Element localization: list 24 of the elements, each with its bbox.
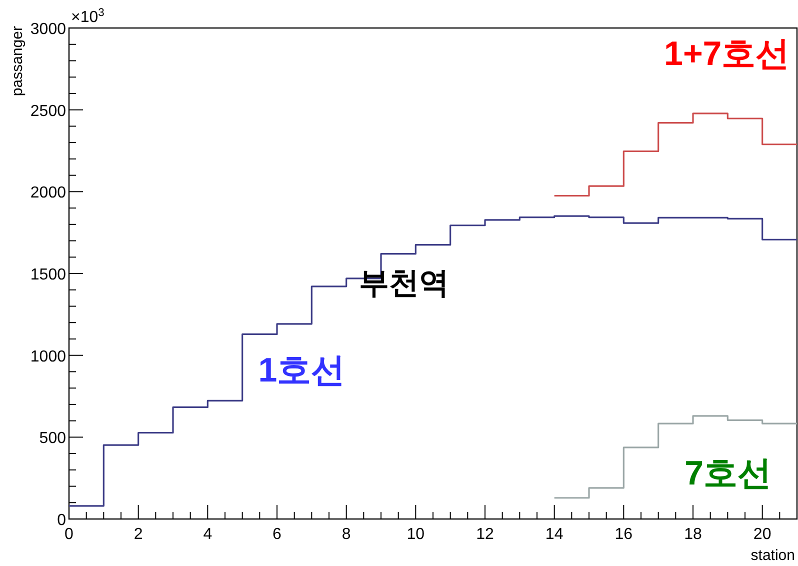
x-tick-label: 10 xyxy=(406,526,425,543)
x-tick-label: 6 xyxy=(272,526,282,543)
x-tick-label: 14 xyxy=(545,526,564,543)
x-tick-label: 4 xyxy=(203,526,212,543)
x-tick-label: 12 xyxy=(476,526,494,543)
y-tick-label: 2000 xyxy=(30,184,66,202)
y-tick-label: 500 xyxy=(39,430,66,448)
x-tick-label: 8 xyxy=(342,526,351,543)
x-axis-title: station xyxy=(750,547,795,564)
y-tick-label: 3000 xyxy=(30,21,66,38)
y-tick-label: 0 xyxy=(57,512,66,529)
x-tick-label: 18 xyxy=(684,526,702,543)
x-tick-label: 20 xyxy=(753,526,772,543)
series-label: 1호선 xyxy=(258,352,346,390)
x-tick-label: 16 xyxy=(614,526,633,543)
x-tick-label: 2 xyxy=(134,526,143,543)
annotation: 부천역 xyxy=(358,267,449,300)
y-tick-label: 1000 xyxy=(30,348,66,366)
y-axis-title: passanger xyxy=(9,26,26,96)
y-tick-label: 1500 xyxy=(30,266,66,284)
series-label: 7호선 xyxy=(684,454,772,493)
y-tick-label: 2500 xyxy=(30,102,66,120)
series-label: 1+7호선 xyxy=(664,34,790,73)
text: ×10$^{3}$ xyxy=(71,7,104,26)
